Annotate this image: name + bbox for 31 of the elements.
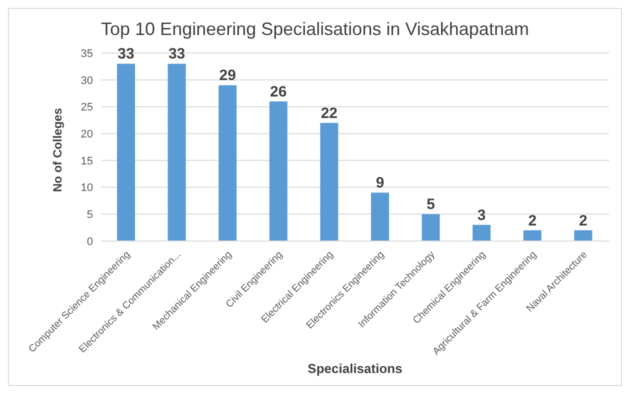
data-label: 33 (168, 46, 186, 63)
bar (218, 85, 237, 241)
data-label: 33 (118, 46, 134, 63)
data-label: 29 (219, 67, 236, 84)
y-tick-label: 5 (86, 209, 93, 222)
y-tick-label: 35 (80, 48, 93, 60)
y-axis-title: No of Colleges (50, 108, 64, 192)
chart-title: Top 10 Engineering Specialisations in Visakhapatnam (100, 18, 530, 41)
data-label: 5 (426, 196, 435, 214)
bar (574, 230, 592, 241)
x-axis-title: Specialisations (308, 361, 402, 376)
data-label: 3 (477, 206, 486, 224)
data-label: 2 (579, 212, 588, 230)
bar (269, 101, 288, 241)
bar (523, 230, 542, 241)
bar (117, 64, 135, 241)
bar (168, 64, 186, 241)
data-label: 2 (528, 212, 537, 230)
data-label: 26 (270, 83, 287, 100)
y-tick-label: 30 (80, 74, 93, 87)
bar (422, 214, 440, 241)
data-label: 9 (376, 174, 384, 192)
y-tick-label: 25 (80, 102, 93, 114)
data-label: 22 (320, 104, 338, 122)
y-tick-label: 0 (86, 236, 93, 248)
y-tick-label: 15 (80, 155, 93, 168)
y-tick-label: 20 (80, 128, 93, 140)
bar (320, 122, 338, 241)
bar (371, 192, 389, 241)
bar (472, 224, 491, 241)
y-tick-label: 10 (80, 182, 93, 194)
